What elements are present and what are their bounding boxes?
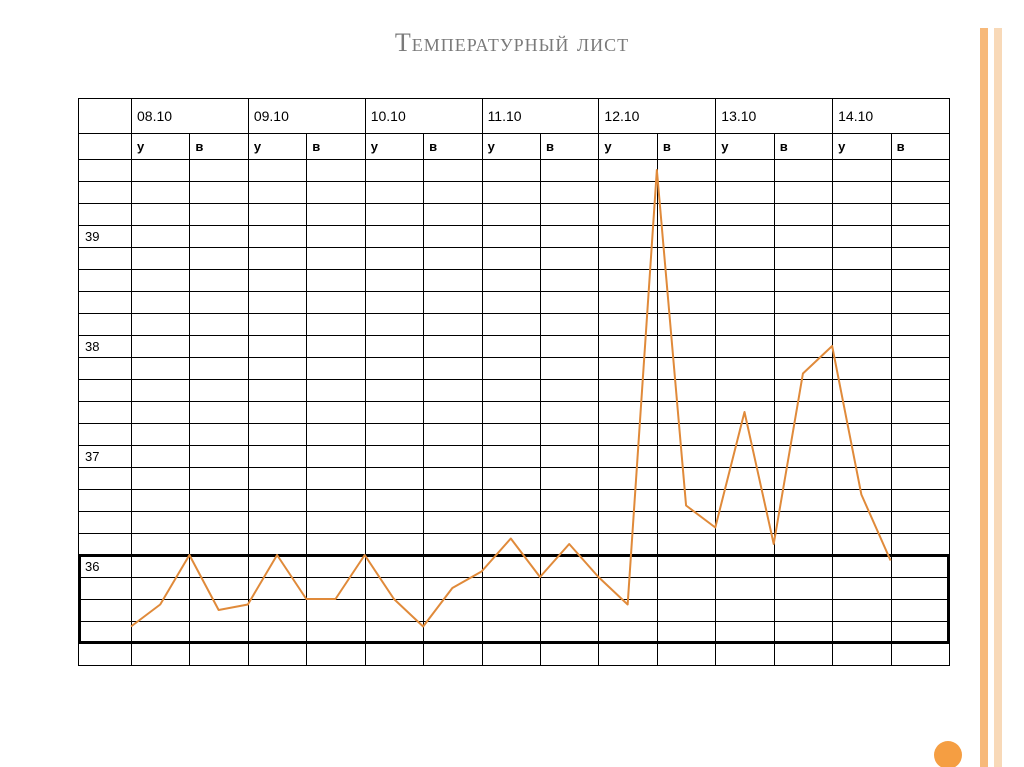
slide-bullet-icon	[934, 741, 962, 767]
y-axis-label: 38	[79, 335, 131, 357]
uv-header: в	[540, 133, 598, 159]
uv-header: в	[306, 133, 364, 159]
uv-header: в	[657, 133, 715, 159]
uv-header: у	[715, 133, 773, 159]
temperature-chart: 08.1009.1010.1011.1012.1013.1014.10увуву…	[78, 98, 950, 666]
uv-header: у	[832, 133, 890, 159]
y-axis-label: 39	[79, 225, 131, 247]
page-title: Температурный лист	[0, 28, 1024, 58]
uv-header: в	[423, 133, 481, 159]
decor-bar-0	[980, 28, 988, 767]
uv-header: в	[189, 133, 247, 159]
decor-bar-1	[994, 28, 1002, 767]
temperature-line	[79, 99, 949, 665]
uv-header: у	[598, 133, 656, 159]
y-axis-label: 37	[79, 445, 131, 467]
date-header: 12.10	[598, 99, 715, 133]
date-header: 09.10	[248, 99, 365, 133]
uv-header: в	[891, 133, 949, 159]
date-header: 08.10	[131, 99, 248, 133]
date-header: 14.10	[832, 99, 949, 133]
date-header: 11.10	[482, 99, 599, 133]
date-header: 13.10	[715, 99, 832, 133]
uv-header: в	[774, 133, 832, 159]
uv-header: у	[365, 133, 423, 159]
uv-header: у	[248, 133, 306, 159]
date-header: 10.10	[365, 99, 482, 133]
y-axis-label: 36	[79, 555, 131, 577]
uv-header: у	[131, 133, 189, 159]
uv-header: у	[482, 133, 540, 159]
